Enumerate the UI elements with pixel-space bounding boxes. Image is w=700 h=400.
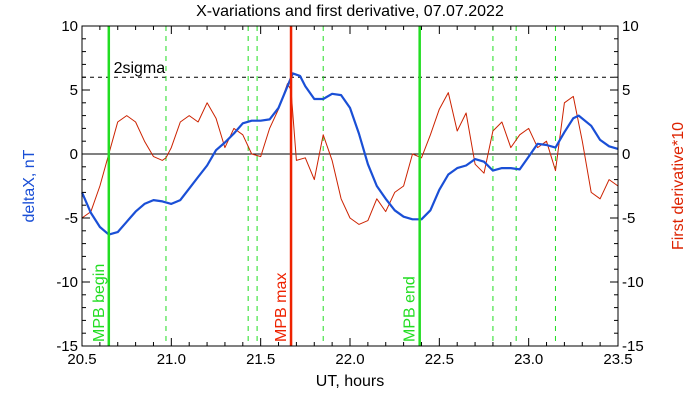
marker-label-begin: MPB begin [91,264,108,342]
x-tick-label: 20.5 [67,351,96,368]
y-tick-label-left: 5 [70,82,78,99]
y-tick-label-right: 5 [622,82,630,99]
y-tick-label-right: -15 [622,338,644,355]
marker-label-end: MPB end [402,276,419,342]
plot-area: 2sigma MPB begin MPB max MPB end 10 10 5 5 0 0 -5 -… [56,18,643,368]
y-tick-label-left: -5 [65,210,78,227]
chart-title: X-variations and first derivative, 07.07… [196,3,504,20]
x-tick-label: 22.5 [425,351,454,368]
series-deltaX-line [80,72,619,236]
x-tick-label: 23.5 [603,351,632,368]
y-tick-label-right: -5 [622,210,635,227]
y-tick-label-left: 10 [61,18,78,35]
y-axis-label-right: First derivative*10 [670,122,687,250]
y-tick-label-left: 0 [70,146,78,163]
x-tick-label: 22.0 [335,351,364,368]
y-axis-label-left: deltaX, nT [21,149,38,222]
x-axis-label: UT, hours [316,373,384,390]
marker-label-max: MPB max [273,273,290,342]
x-tick-label: 23.0 [514,351,543,368]
sigma-label: 2sigma [114,60,166,77]
x-tick-label: 21.0 [157,351,186,368]
y-tick-label-right: 0 [622,146,630,163]
y-tick-label-right: 10 [622,18,639,35]
x-tick-label: 21.5 [246,351,275,368]
y-tick-label-right: -10 [622,274,644,291]
y-tick-label-left: -10 [56,274,78,291]
series-derivative-line [81,83,619,225]
y-tick-label-left: -15 [56,338,78,355]
